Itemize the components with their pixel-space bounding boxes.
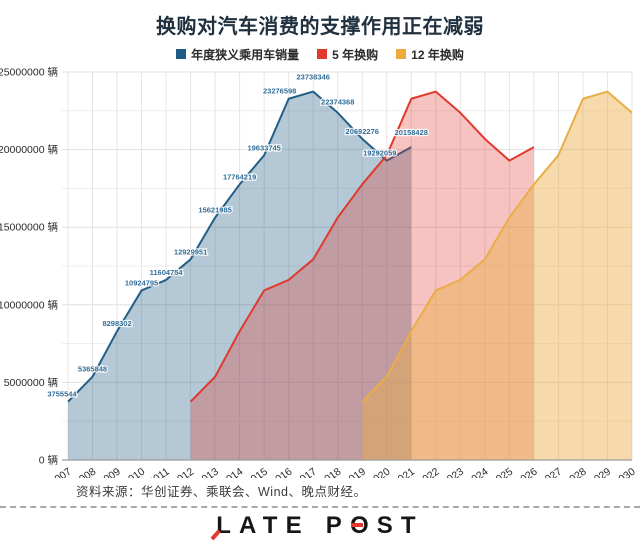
svg-text:2017: 2017 [293, 466, 319, 478]
svg-text:2020: 2020 [366, 466, 392, 478]
svg-text:2024: 2024 [465, 466, 491, 478]
svg-text:17764219: 17764219 [223, 172, 256, 181]
svg-text:2007: 2007 [48, 466, 74, 478]
series-line-1 [189, 90, 535, 403]
legend-item-12yr-tradein: 12 年换购 [396, 46, 464, 63]
svg-text:19292059: 19292059 [363, 149, 396, 158]
legend-label: 年度狭义乘用车销量 [191, 47, 300, 62]
svg-text:23738346: 23738346 [297, 73, 330, 82]
svg-text:25000000 辆: 25000000 辆 [0, 66, 58, 79]
svg-text:15000000 辆: 15000000 辆 [0, 221, 58, 234]
svg-text:2025: 2025 [489, 466, 515, 478]
svg-text:2019: 2019 [342, 466, 368, 478]
svg-text:2023: 2023 [440, 466, 466, 478]
legend-swatch-yellow [396, 49, 407, 59]
svg-text:2009: 2009 [97, 466, 123, 478]
svg-text:2012: 2012 [170, 466, 196, 478]
legend-swatch-blue [176, 49, 187, 59]
svg-text:2022: 2022 [416, 466, 442, 478]
svg-text:2016: 2016 [268, 466, 294, 478]
svg-text:0 辆: 0 辆 [39, 454, 58, 467]
svg-text:2026: 2026 [514, 466, 540, 478]
svg-text:19633745: 19633745 [247, 143, 280, 152]
svg-text:5365848: 5365848 [78, 365, 107, 374]
legend-item-5yr-tradein: 5 年换购 [317, 46, 378, 63]
svg-text:2021: 2021 [391, 466, 417, 478]
series-area-2 [362, 91, 632, 460]
svg-text:10000000 辆: 10000000 辆 [0, 298, 58, 311]
logo-letter-p: P [325, 512, 350, 539]
svg-text:2008: 2008 [72, 466, 98, 478]
svg-text:20692276: 20692276 [346, 127, 379, 136]
source-note: 资料来源：华创证券、乘联会、Wind、晚点财经。 [76, 485, 367, 499]
series-area-0 [68, 91, 412, 460]
svg-text:5000000 辆: 5000000 辆 [4, 376, 58, 389]
svg-text:20158428: 20158428 [395, 128, 428, 137]
series-line-2 [361, 90, 633, 403]
svg-text:22374368: 22374368 [321, 98, 354, 107]
svg-text:2013: 2013 [195, 466, 221, 478]
series-area-1 [190, 91, 534, 460]
svg-text:3755544: 3755544 [47, 390, 77, 399]
series-line-0 [67, 90, 412, 403]
latepost-logo: LATE P O ST [0, 512, 640, 540]
svg-text:2010: 2010 [121, 466, 147, 478]
series-2 [361, 90, 633, 460]
svg-text:11604754: 11604754 [150, 268, 184, 277]
y-axis-ticks: 0 辆 5000000 辆 10000000 辆 15000000 辆 20000000… [0, 66, 58, 467]
logo-letter-st: ST [376, 512, 424, 539]
logo-word-late: LATE [216, 512, 310, 539]
chart-canvas: 0 辆 5000000 辆 10000000 辆 15000000 辆 20000000… [0, 66, 638, 479]
legend-swatch-red [317, 49, 328, 59]
grid [62, 71, 633, 460]
series-1 [189, 90, 535, 460]
dashed-divider [0, 506, 640, 508]
legend-label: 12 年换购 [411, 47, 464, 62]
series-0 [67, 90, 412, 460]
svg-text:12929951: 12929951 [174, 247, 207, 256]
chart-legend: 年度狭义乘用车销量 5 年换购 12 年换购 [0, 46, 640, 62]
svg-text:2015: 2015 [244, 466, 270, 478]
svg-text:23276598: 23276598 [263, 87, 296, 96]
logo-letter-o: O [349, 512, 377, 539]
legend-item-annual-sales: 年度狭义乘用车销量 [176, 46, 299, 63]
svg-text:2027: 2027 [538, 466, 564, 478]
svg-text:2029: 2029 [587, 466, 613, 478]
svg-text:2018: 2018 [317, 466, 343, 478]
chart-title: 换购对汽车消费的支撑作用正在减弱 [156, 16, 484, 38]
svg-text:20000000 辆: 20000000 辆 [0, 143, 58, 156]
logo-word-post: P O ST [326, 512, 424, 540]
legend-label: 5 年换购 [332, 47, 379, 62]
svg-text:2011: 2011 [146, 466, 172, 478]
svg-text:2028: 2028 [563, 466, 589, 478]
svg-text:8298302: 8298302 [102, 319, 131, 328]
area-chart: 0 辆 5000000 辆 10000000 辆 15000000 辆 20000000… [0, 56, 640, 479]
svg-text:15621985: 15621985 [198, 206, 231, 215]
svg-text:2030: 2030 [612, 466, 638, 478]
svg-text:10924795: 10924795 [125, 278, 158, 287]
svg-text:2014: 2014 [219, 466, 245, 478]
